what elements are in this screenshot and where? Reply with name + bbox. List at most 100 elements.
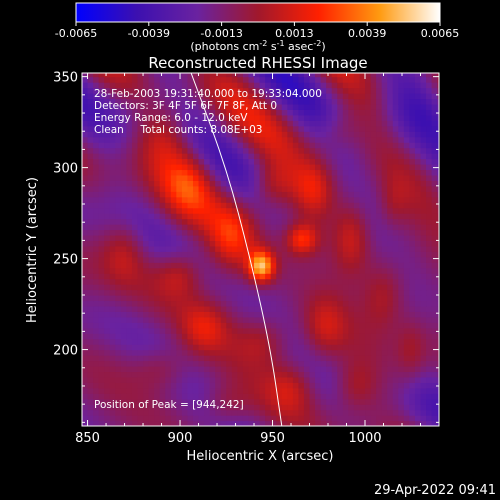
heatmap-cell — [170, 76, 177, 83]
heatmap-cell — [87, 120, 94, 127]
heatmap-cell — [259, 114, 266, 121]
heatmap-cell — [187, 365, 194, 373]
heatmap-cell — [109, 360, 116, 367]
heatmap-cell — [131, 376, 139, 383]
heatmap-cell — [87, 305, 94, 312]
heatmap-cell — [353, 109, 361, 116]
heatmap-cell — [370, 404, 377, 411]
heatmap-cell — [192, 87, 200, 94]
heatmap-cell — [176, 180, 183, 187]
heatmap-cell — [104, 169, 111, 176]
heatmap-cell — [359, 311, 366, 318]
heatmap-cell — [159, 256, 166, 263]
heatmap-cell — [259, 262, 266, 269]
heatmap-cell — [414, 387, 422, 394]
heatmap-cell — [326, 371, 333, 378]
heatmap-cell — [87, 185, 94, 192]
heatmap-cell — [170, 256, 177, 263]
heatmap-cell — [309, 289, 316, 296]
heatmap-cell — [320, 153, 327, 160]
heatmap-cell — [159, 224, 166, 231]
heatmap-cell — [226, 109, 233, 116]
heatmap-cell — [176, 82, 183, 89]
heatmap-cell — [242, 355, 250, 362]
heatmap-cell — [365, 93, 372, 100]
heatmap-cell — [226, 398, 233, 405]
heatmap-cell — [248, 93, 255, 100]
heatmap-cell — [165, 109, 172, 116]
heatmap-cell — [176, 278, 183, 285]
heatmap-cell — [414, 300, 422, 307]
heatmap-cell — [154, 174, 161, 181]
heatmap-cell — [270, 256, 277, 263]
heatmap-cell — [259, 387, 266, 394]
heatmap-cell — [414, 262, 422, 269]
heatmap-cell — [281, 289, 288, 296]
heatmap-cell — [159, 409, 166, 416]
heatmap-cell — [159, 349, 166, 356]
heatmap-cell — [381, 420, 388, 426]
heatmap-cell — [154, 240, 161, 247]
heatmap-cell — [342, 103, 349, 110]
heatmap-cell — [276, 371, 283, 378]
heatmap-cell — [98, 393, 105, 400]
heatmap-cell — [259, 409, 266, 416]
heatmap-cell — [342, 224, 349, 231]
heatmap-cell — [181, 322, 189, 329]
heatmap-cell — [220, 387, 227, 394]
heatmap-cell — [98, 333, 105, 340]
heatmap-cell — [287, 333, 294, 340]
heatmap-cell — [159, 311, 166, 318]
heatmap-cell — [148, 333, 155, 340]
heatmap-cell — [437, 376, 439, 383]
heatmap-cell — [98, 120, 105, 127]
heatmap-cell — [198, 218, 205, 225]
heatmap-cell — [437, 82, 439, 89]
heatmap-cell — [204, 305, 211, 312]
heatmap-cell — [165, 180, 172, 187]
heatmap-cell — [93, 82, 100, 89]
heatmap-cell — [353, 98, 361, 105]
heatmap-cell — [165, 382, 172, 389]
heatmap-cell — [170, 147, 177, 154]
heatmap-cell — [409, 273, 416, 280]
heatmap-cell — [342, 213, 349, 220]
heatmap-cell — [431, 245, 438, 252]
heatmap-cell — [226, 191, 233, 198]
heatmap-cell — [437, 338, 439, 345]
heatmap-cell — [270, 327, 277, 334]
heatmap-cell — [120, 344, 127, 351]
heatmap-cell — [348, 142, 355, 149]
heatmap-cell — [209, 338, 216, 345]
heatmap-cell — [292, 344, 300, 351]
heatmap-cell — [259, 355, 266, 362]
heatmap-cell — [387, 409, 394, 416]
heatmap-cell — [348, 267, 355, 274]
heatmap-cell — [176, 376, 183, 383]
heatmap-cell — [431, 284, 438, 291]
heatmap-cell — [126, 415, 133, 422]
heatmap-cell — [226, 300, 233, 307]
heatmap-cell — [365, 267, 372, 274]
heatmap-cell — [309, 322, 316, 329]
heatmap-cell — [192, 174, 200, 181]
heatmap-cell — [87, 278, 94, 285]
heatmap-cell — [398, 240, 405, 247]
heatmap-cell — [348, 202, 355, 209]
heatmap-cell — [170, 136, 177, 143]
heatmap-cell — [365, 365, 372, 373]
heatmap-cell — [120, 393, 127, 400]
heatmap-cell — [320, 278, 327, 285]
heatmap-cell — [231, 93, 238, 100]
heatmap-cell — [365, 289, 372, 296]
heatmap-cell — [303, 322, 311, 329]
heatmap-cell — [159, 180, 166, 187]
heatmap-cell — [331, 371, 338, 378]
heatmap-cell — [198, 262, 205, 269]
heatmap-cell — [376, 234, 383, 241]
heatmap-cell — [370, 240, 377, 247]
heatmap-cell — [254, 256, 261, 263]
heatmap-cell — [337, 180, 344, 187]
heatmap-cell — [281, 398, 288, 405]
heatmap-cell — [231, 229, 238, 236]
